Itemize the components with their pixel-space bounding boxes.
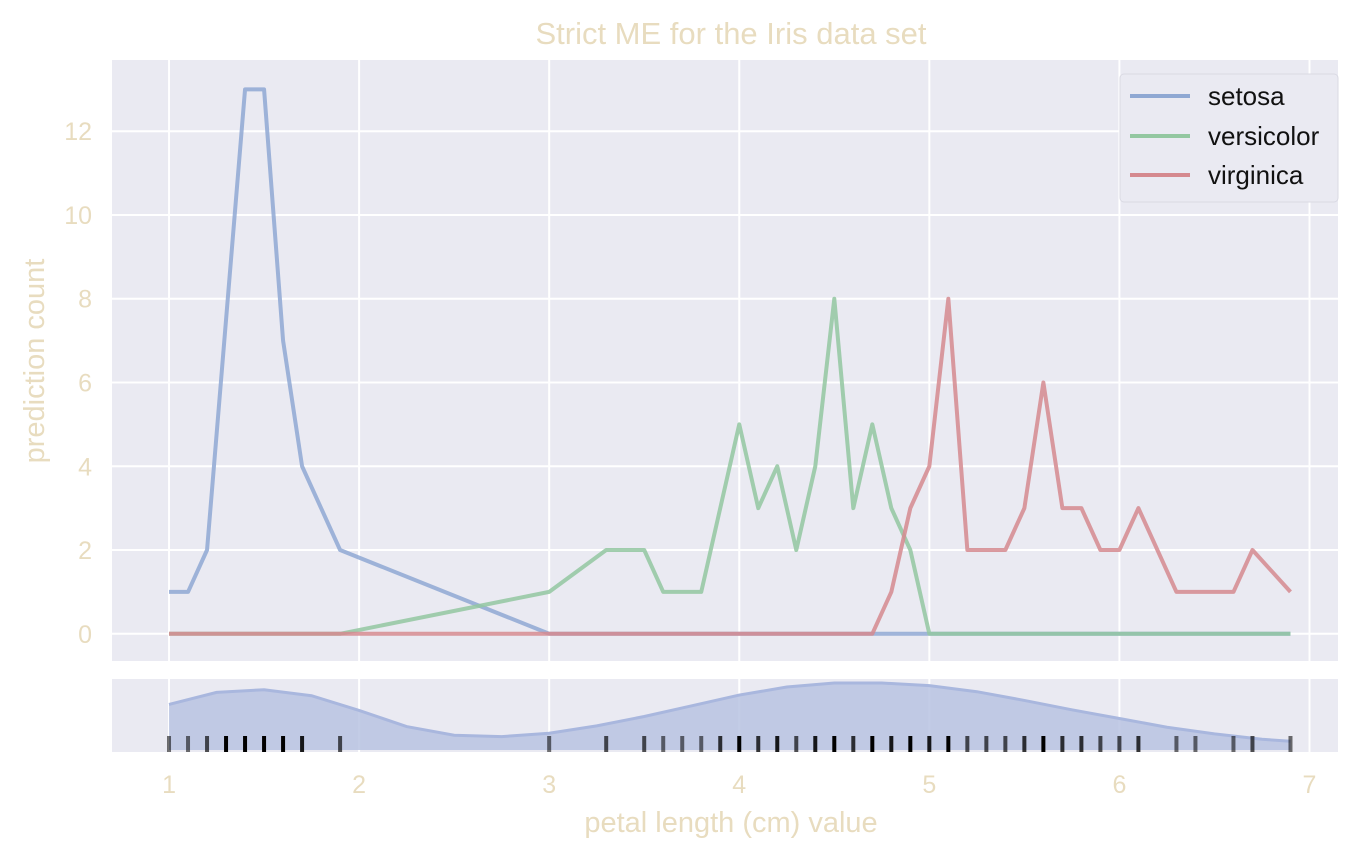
y-tick-labels: 0 2 4 6 8 10 12 [64,118,92,649]
legend-label-virginica: virginica [1208,160,1304,190]
density-curve [168,681,1291,743]
x-tick-label: 5 [922,771,936,799]
x-tick-label: 2 [352,771,366,799]
y-tick-label: 0 [78,621,92,649]
legend-label-versicolor: versicolor [1208,121,1320,151]
x-tick-label: 7 [1303,771,1317,799]
x-tick-label: 6 [1112,771,1126,799]
y-axis-label: prediction count [19,259,51,464]
series-line-versicolor [169,296,1291,636]
legend-label-setosa: setosa [1208,81,1285,111]
x-tick-label: 3 [542,771,556,799]
x-tick-labels: 1 2 3 4 5 6 7 [162,771,1316,799]
y-tick-label: 2 [78,537,92,565]
legend-box [1119,73,1339,203]
y-tick-label: 6 [78,369,92,397]
chart-title: Strict ME for the Iris data set [535,16,926,51]
x-axis-label: petal length (cm) value [584,807,877,839]
y-tick-label: 10 [64,202,92,230]
lines-layer [169,87,1292,636]
density-layer [168,681,1291,750]
y-tick-label: 12 [64,118,92,146]
y-tick-label: 4 [78,453,92,481]
series-line-virginica [169,296,1292,636]
rug-layer [167,736,1293,752]
x-tick-label: 1 [162,771,176,799]
legend: setosa versicolor virginica [1119,73,1339,203]
density-area [169,683,1291,750]
y-tick-label: 8 [78,286,92,314]
x-tick-label: 4 [732,771,746,799]
series-line-setosa [169,87,1291,636]
